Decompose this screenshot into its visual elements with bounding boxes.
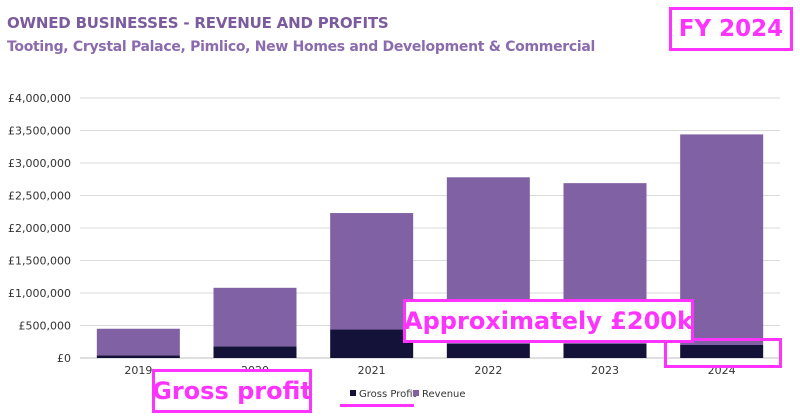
gross-profit-annotation: Gross profit: [152, 369, 312, 413]
y-tick-label: £3,000,000: [8, 157, 71, 170]
y-tick-label: £3,500,000: [8, 125, 71, 138]
x-tick-label: 2023: [591, 364, 619, 377]
bars: [96, 134, 764, 358]
fy-2024-annotation: FY 2024: [669, 7, 793, 51]
x-tick-label: 2019: [124, 364, 152, 377]
legend-label: Revenue: [422, 389, 466, 400]
y-tick-label: £2,500,000: [8, 190, 71, 203]
gross-profit-2024-highlight: [664, 338, 782, 368]
revenue-bar: [213, 287, 297, 347]
legend-swatch: [413, 390, 419, 396]
legend-label: Gross Profit: [359, 389, 417, 400]
approx-200k-annotation: Approximately £200k: [403, 299, 694, 343]
legend-swatch: [350, 390, 356, 396]
y-tick-label: £500,000: [19, 320, 72, 333]
chart-title: OWNED BUSINESSES - REVENUE AND PROFITS: [7, 14, 389, 32]
revenue-bar: [680, 134, 764, 345]
y-tick-label: £2,000,000: [8, 222, 71, 235]
y-tick-label: £4,000,000: [8, 92, 71, 105]
x-tick-label: 2022: [474, 364, 502, 377]
y-tick-label: £1,000,000: [8, 287, 71, 300]
y-tick-label: £1,500,000: [8, 255, 71, 268]
legend-underline: [340, 404, 414, 407]
gross-profit-bar: [213, 346, 297, 358]
gross-profit-bar: [96, 355, 180, 358]
revenue-bar: [96, 328, 180, 356]
y-axis: £0 £500,000 £1,000,000 £1,500,000 £2,000,000…: [8, 92, 71, 365]
gross-profit-bar: [680, 345, 764, 358]
revenue-bar: [330, 213, 414, 330]
y-tick-label: £0: [57, 352, 71, 365]
gross-profit-bar: [446, 343, 530, 358]
x-tick-label: 2021: [358, 364, 386, 377]
legend: Gross Profit Revenue: [350, 389, 466, 400]
gross-profit-bar: [330, 329, 414, 358]
gross-profit-bar: [563, 343, 647, 358]
chart-subtitle: Tooting, Crystal Palace, Pimlico, New Ho…: [7, 39, 596, 55]
